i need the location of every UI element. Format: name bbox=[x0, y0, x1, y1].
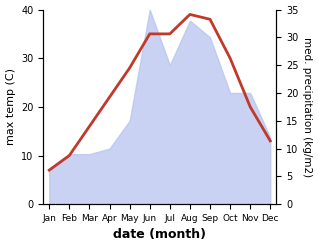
Y-axis label: med. precipitation (kg/m2): med. precipitation (kg/m2) bbox=[302, 37, 313, 177]
Y-axis label: max temp (C): max temp (C) bbox=[5, 68, 16, 145]
X-axis label: date (month): date (month) bbox=[113, 228, 206, 242]
